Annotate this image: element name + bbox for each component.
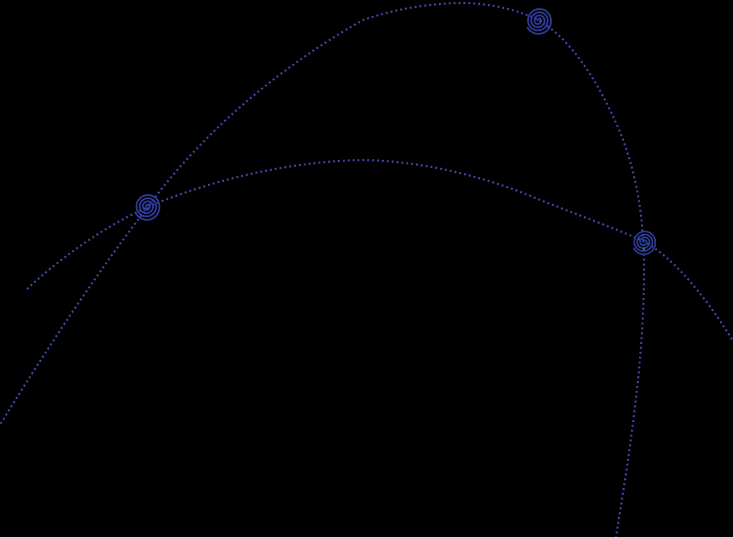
spiral-icon [633, 230, 657, 256]
wide-arc-curve[interactable] [26, 158, 733, 342]
green-anchor-dot [642, 247, 646, 250]
spiral-marker-right[interactable] [633, 230, 657, 256]
spiral-icon [526, 8, 552, 35]
tall-arc-curve[interactable] [0, 1, 646, 537]
spiral-icon [135, 194, 161, 221]
spiral-marker-top[interactable] [526, 8, 552, 35]
spiral-marker-left[interactable] [135, 194, 161, 221]
